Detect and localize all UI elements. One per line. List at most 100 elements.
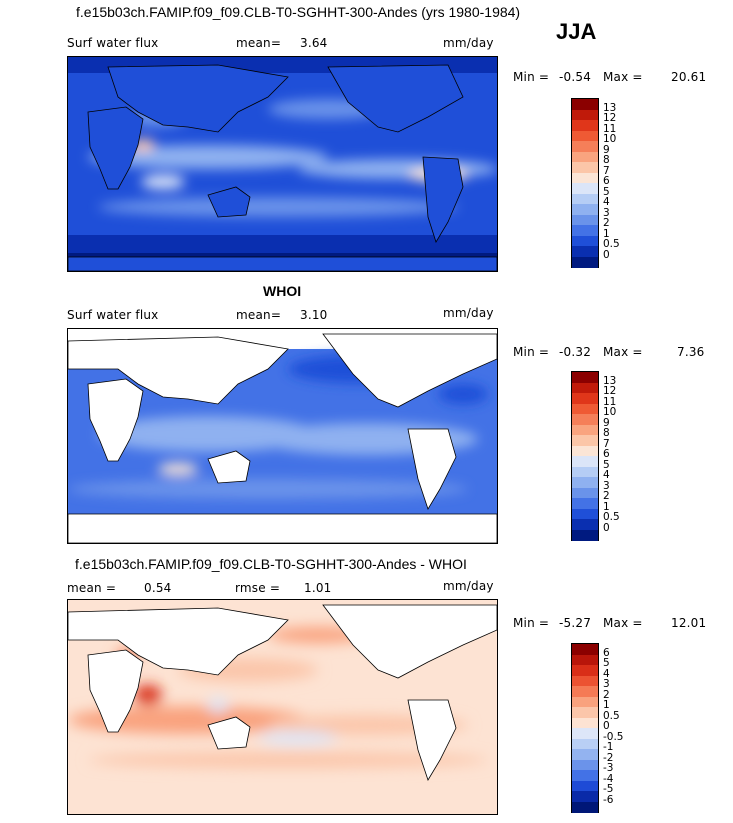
colorbar-swatch — [572, 435, 598, 446]
continent-south-america — [407, 699, 457, 781]
panel1-max-label: Max = — [603, 70, 643, 84]
continent-antarctica — [68, 513, 497, 543]
colorbar-swatch — [572, 372, 598, 383]
colorbar-swatch — [572, 141, 598, 152]
colorbar-tick-label: 0 — [603, 720, 610, 732]
colorbar-swatch — [572, 498, 598, 509]
colorbar-swatch — [572, 791, 598, 802]
panel2-min-label: Min = — [513, 345, 550, 359]
colorbar-tick-label: 13 — [603, 374, 617, 387]
colorbar-swatch — [572, 130, 598, 142]
colorbar-tick-label: 7 — [603, 164, 610, 177]
colorbar-swatch — [572, 120, 598, 131]
continent-africa — [87, 649, 144, 733]
panel1-colorbar — [571, 98, 599, 268]
panel1-min-label: Min = — [513, 70, 550, 84]
panel1-units: mm/day — [443, 36, 494, 50]
panel2-colorbar — [571, 371, 599, 541]
panel3-map — [67, 599, 498, 815]
colorbar-tick-label: 3 — [603, 479, 610, 492]
colorbar-swatch — [572, 508, 598, 520]
colorbar-swatch — [572, 382, 598, 394]
panel2-max-value: 7.36 — [677, 345, 705, 359]
colorbar-tick-label: -4 — [603, 772, 614, 785]
colorbar-tick-label: -1 — [603, 741, 614, 753]
colorbar-swatch — [572, 519, 598, 530]
colorbar-swatch — [572, 162, 598, 173]
colorbar-swatch — [572, 424, 598, 436]
continent-eurasia — [68, 336, 289, 405]
continent-australia — [207, 450, 251, 484]
colorbar-swatch — [572, 487, 598, 499]
colorbar-swatch — [572, 414, 598, 425]
colorbar-tick-label: 3 — [603, 678, 610, 690]
colorbar-tick-label: 1 — [603, 500, 610, 513]
colorbar-swatch — [572, 246, 598, 257]
colorbar-tick-label: 6 — [603, 175, 610, 187]
panel3-min-value: -5.27 — [559, 616, 592, 630]
panel2-map — [67, 328, 498, 544]
colorbar-swatch — [572, 256, 598, 268]
colorbar-swatch — [572, 770, 598, 781]
continent-north-america — [327, 64, 464, 133]
colorbar-tick-label: 6 — [603, 448, 610, 460]
figure-title: f.e15b03ch.FAMIP.f09_f09.CLB-T0-SGHHT-30… — [76, 4, 521, 20]
continent-north-america — [322, 333, 497, 408]
colorbar-swatch — [572, 456, 598, 467]
colorbar-tick-label: 1 — [603, 699, 610, 711]
colorbar-tick-label: 4 — [603, 667, 610, 680]
panel3-max-label: Max = — [603, 616, 643, 630]
colorbar-tick-label: -2 — [603, 751, 614, 764]
colorbar-tick-label: 10 — [603, 133, 617, 145]
colorbar-swatch — [572, 193, 598, 205]
continent-north-america — [322, 604, 497, 679]
colorbar-tick-label: 11 — [603, 122, 617, 135]
continent-eurasia — [107, 64, 289, 133]
panel2-mean-label: mean= — [236, 308, 282, 322]
colorbar-swatch — [572, 403, 598, 415]
colorbar-swatch — [572, 749, 598, 760]
panel3-colorbar — [571, 643, 599, 813]
panel2-units: mm/day — [443, 306, 494, 320]
colorbar-swatch — [572, 477, 598, 488]
colorbar-swatch — [572, 644, 598, 655]
continent-australia — [207, 716, 251, 750]
colorbar-tick-label: 0.5 — [603, 709, 620, 722]
colorbar-swatch — [572, 214, 598, 226]
panel2-subtitle: WHOI — [263, 283, 302, 299]
panel3-units: mm/day — [443, 579, 494, 593]
colorbar-swatch — [572, 466, 598, 478]
panel1-min-value: -0.54 — [559, 70, 592, 84]
colorbar-tick-label: 11 — [603, 395, 617, 408]
continent-eurasia — [68, 607, 289, 676]
colorbar-tick-label: 2 — [603, 217, 610, 229]
colorbar-swatch — [572, 393, 598, 404]
colorbar-tick-label: -5 — [603, 783, 614, 795]
colorbar-tick-label: 0.5 — [603, 238, 620, 250]
colorbar-swatch — [572, 445, 598, 457]
colorbar-tick-label: 3 — [603, 206, 610, 219]
panel3-min-label: Min = — [513, 616, 550, 630]
panel1-mean-value: 3.64 — [300, 36, 328, 50]
colorbar-tick-label: 2 — [603, 490, 610, 502]
colorbar-tick-label: 12 — [603, 112, 617, 124]
colorbar-tick-label: 4 — [603, 196, 610, 208]
panel2-min-value: -0.32 — [559, 345, 592, 359]
continent-africa — [87, 106, 144, 190]
colorbar-swatch — [572, 654, 598, 666]
continent-australia — [207, 186, 251, 218]
colorbar-tick-label: 6 — [603, 646, 610, 659]
panel3-mean-value: 0.54 — [144, 581, 172, 595]
colorbar-tick-label: 8 — [603, 154, 610, 166]
colorbar-tick-label: 7 — [603, 437, 610, 450]
colorbar-tick-label: 4 — [603, 469, 610, 481]
panel1-mean-label: mean= — [236, 36, 282, 50]
continent-south-america — [422, 156, 464, 243]
colorbar-swatch — [572, 686, 598, 697]
panel3-rmse-label: rmse = — [235, 581, 281, 595]
colorbar-swatch — [572, 183, 598, 194]
colorbar-swatch — [572, 204, 598, 215]
panel3-rmse-value: 1.01 — [304, 581, 332, 595]
colorbar-swatch — [572, 738, 598, 750]
colorbar-tick-label: 13 — [603, 101, 617, 114]
